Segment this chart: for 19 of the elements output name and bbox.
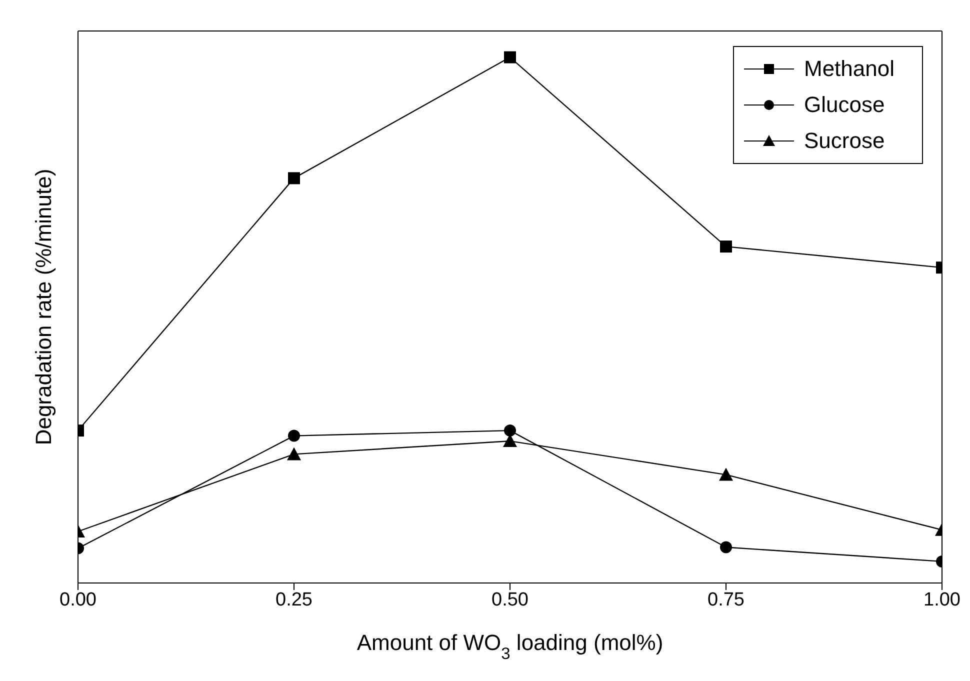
point (719, 468, 733, 481)
point (503, 434, 517, 448)
point (288, 172, 300, 184)
legend-label: Methanol (804, 56, 895, 82)
x-tick-label: 0.50 (492, 589, 528, 610)
x-tick-label: 0.75 (708, 589, 744, 610)
x-axis-title: Amount of WO$_{3}$ loading (mol%) (356, 630, 664, 663)
point (287, 447, 301, 460)
point (504, 51, 516, 64)
point (720, 240, 732, 253)
x-tick-label: 0.00 (60, 589, 96, 610)
x-tick-label: 1.00 (924, 589, 960, 610)
point (720, 541, 732, 554)
point (288, 430, 300, 442)
legend-label: Glucose (804, 92, 885, 118)
y-axis-title: Degradation rate (%/minute) (30, 168, 56, 446)
x-tick-label: 0.25 (276, 589, 312, 610)
legend-label: Sucrose (804, 128, 885, 154)
point (504, 424, 516, 437)
